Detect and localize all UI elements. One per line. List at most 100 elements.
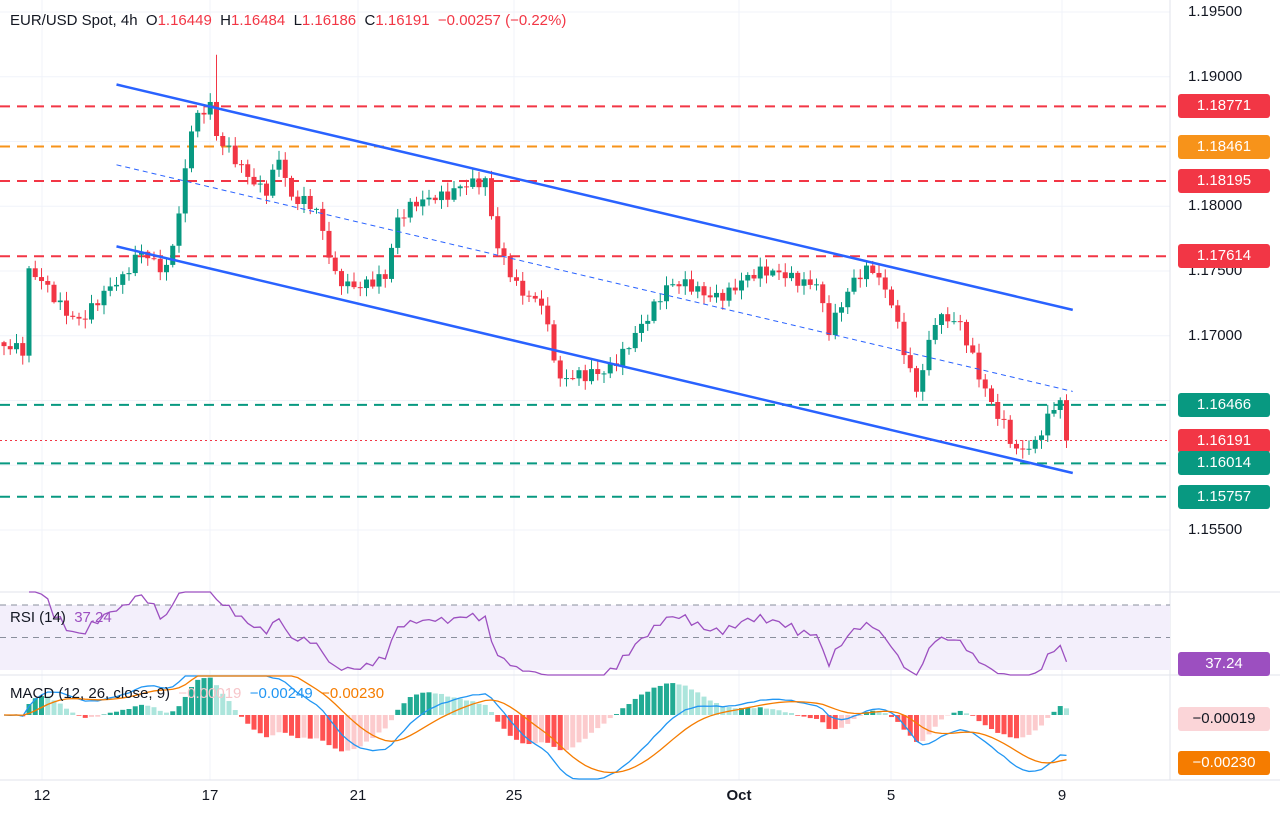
candle-body [907,355,913,369]
candle-body [432,197,438,201]
macd-histogram-bar [1014,715,1019,739]
candle-body [939,314,944,325]
candle-body [820,284,826,304]
macd-histogram-bar [151,707,157,715]
candle-body [857,277,863,280]
candle-body [45,281,51,285]
candle-body [551,324,557,361]
candle-body [1032,439,1038,449]
macd-histogram-bar [645,691,651,715]
candle-body [657,301,663,303]
candle-body [239,164,244,166]
macd-histogram-bar [351,715,357,750]
candle-body [270,169,276,196]
macd-histogram-bar [382,715,388,729]
macd-histogram-bar [1045,715,1051,718]
macd-histogram-bar [76,715,82,716]
candle-body [189,131,194,169]
candle-body [176,213,182,246]
candle-body [282,159,288,178]
level-price-label: 1.18461 [1178,134,1270,159]
level-price-label: 1.17614 [1178,244,1270,269]
candle-body [220,136,226,147]
candle-body [57,300,63,303]
candle-body [632,332,638,349]
candle-body [26,268,32,356]
macd-histogram-bar [432,693,438,715]
rsi-price-label: 37.24 [1178,652,1270,676]
macd-histogram-bar [401,703,407,715]
candle-body [307,195,313,210]
candle-body [607,363,613,374]
macd-histogram-bar [957,710,963,715]
time-tick-label: Oct [726,787,752,804]
candle-body [157,258,163,273]
rsi-title: RSI (14) [10,609,66,626]
candle-body [889,289,894,306]
candle-body [807,279,813,285]
macd-histogram-bar [782,712,788,715]
macd-histogram-bar [320,715,326,741]
macd-histogram-bar [620,708,626,715]
time-tick-label: 9 [1057,787,1067,804]
price-tick-label: 1.15500 [1188,521,1243,538]
macd-histogram-bar [901,715,907,730]
candle-body [582,370,588,382]
candle-body [320,208,326,231]
candle-body [801,279,807,286]
macd-histogram-bar [857,715,863,716]
candle-body [64,300,69,316]
macd-title: MACD (12, 26, close, 9) [10,685,171,702]
macd-histogram-bar [795,715,801,716]
macd-histogram-bar [876,710,882,715]
macd-histogram-bar [195,679,201,715]
macd-histogram-bar [682,685,688,715]
macd-histogram-bar [564,715,569,750]
candle-body [132,254,138,274]
candle-body [564,378,569,380]
macd-histogram-bar [170,711,176,715]
open-value: 1.16449 [157,12,212,29]
candle-body [164,264,169,273]
high-value: 1.16484 [231,12,286,29]
candle-body [1026,448,1032,450]
macd-histogram-bar [457,698,463,715]
macd-histogram-bar [395,709,401,715]
macd-histogram-bar [657,685,663,715]
macd-histogram-bar [770,709,776,715]
candle-body [695,286,701,292]
macd-histogram-bar [776,710,782,715]
macd-histogram-bar [670,683,676,715]
macd-histogram-bar [220,693,226,715]
change-value: −0.00257 (−0.22%) [437,12,567,29]
candle-body [951,321,957,323]
candle-body [395,217,401,248]
candle-body [832,312,838,336]
candle-body [714,292,719,298]
rsi-legend[interactable]: RSI (14) 37.24 [10,609,112,626]
macd-histogram-bar [882,713,888,715]
candle-body [501,248,507,257]
candle-body [351,281,357,288]
candle-body [382,274,388,279]
macd-signal-label: −0.00230 [1178,751,1270,775]
candle-body [757,266,763,279]
macd-histogram-bar [482,704,488,715]
channel-lower-line [116,245,1074,475]
macd-histogram-bar [539,715,544,743]
candle-body [1020,448,1026,450]
time-tick-label: 25 [505,787,523,804]
candle-body [526,295,532,297]
macd-histogram-bar [214,685,219,715]
candle-body [107,286,113,291]
macd-histogram-bar [176,706,182,715]
candle-body [776,270,782,273]
macd-histogram-bar [595,715,601,729]
level-price-label: 1.15757 [1178,484,1270,509]
candle-body [851,277,857,292]
macd-histogram-bar [420,692,426,715]
macd-histogram-bar [1051,711,1057,715]
candle-body [126,273,132,275]
macd-legend[interactable]: MACD (12, 26, close, 9) −0.00019 −0.0024… [10,685,384,702]
